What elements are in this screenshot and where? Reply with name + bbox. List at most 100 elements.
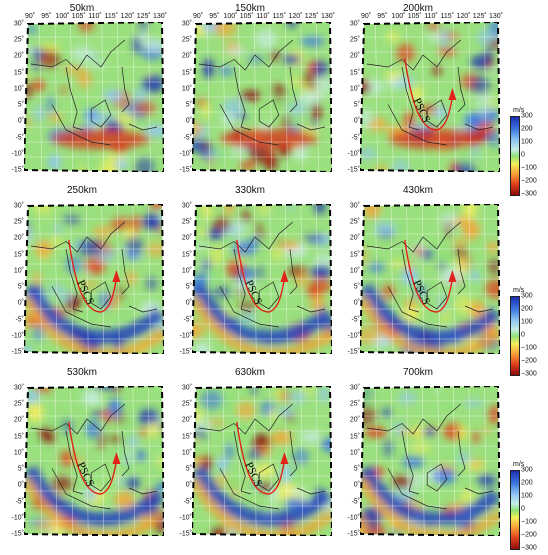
velocity-anomaly-blob [144, 41, 164, 52]
velocity-anomaly-blob [240, 419, 248, 434]
map-frame [192, 204, 332, 354]
velocity-anomaly-blob [71, 456, 85, 465]
velocity-anomaly-blob [59, 87, 69, 94]
velocity-anomaly-blob [264, 94, 288, 106]
velocity-anomaly-blob [487, 22, 500, 37]
velocity-anomaly-blob [276, 492, 285, 501]
latitude-tick-label: 0˚ [185, 481, 192, 489]
tomography-map [24, 22, 164, 172]
velocity-anomaly-blob [146, 277, 157, 291]
velocity-anomaly-blob [133, 100, 156, 115]
latitude-tick-label: 20˚ [349, 234, 360, 242]
latitude-tick-label: 15˚ [181, 251, 192, 259]
velocity-anomaly-blob [115, 22, 126, 31]
map-frame [24, 204, 164, 354]
map-area: PSCS [192, 386, 332, 536]
latitude-tick-label: 10˚ [349, 85, 360, 93]
velocity-anomaly-blob [300, 430, 321, 444]
latitude-tick-label: -15˚ [11, 348, 24, 356]
velocity-anomaly-blob [300, 91, 322, 106]
colorbar-unit: m/s [513, 461, 525, 468]
latitude-tick-label: -15˚ [347, 530, 360, 538]
arrow-head-icon [280, 452, 289, 464]
coastline [198, 403, 326, 510]
map-area [360, 386, 500, 536]
colorbar-unit: m/s [513, 287, 525, 294]
latitude-tick-label: -5˚ [351, 316, 360, 324]
velocity-anomaly-blob [53, 224, 63, 234]
tomography-panel: 250km 30˚ 25˚ 20˚ 15˚ 10˚ 5˚ 0˚ -5˚ -10˚ -15˚ PSCS [0, 185, 164, 356]
velocity-anomaly-blob [98, 430, 105, 450]
latitude-tick-label: 20˚ [181, 234, 192, 242]
latitude-tick-label: 5˚ [353, 283, 360, 291]
velocity-anomaly-blob [436, 47, 457, 56]
velocity-anomaly-blob [110, 217, 132, 231]
velocity-anomaly-blob [112, 386, 121, 395]
velocity-anomaly-blob [310, 265, 332, 278]
velocity-anomaly-blob [472, 431, 480, 444]
longitude-tick-label: 100˚ [391, 13, 406, 20]
latitude-tick-label: 10˚ [349, 449, 360, 457]
velocity-anomaly-blob [265, 215, 276, 228]
velocity-anomaly-blob [401, 266, 419, 286]
colorbar-tick-label: 0 [521, 331, 525, 339]
velocity-anomaly-blob [103, 89, 123, 103]
latitude-tick-label: 20˚ [349, 52, 360, 60]
velocity-anomaly-blob [35, 520, 57, 531]
low-velocity-band [220, 129, 318, 149]
velocity-anomaly-blob [34, 240, 53, 257]
velocity-anomaly-blob [201, 390, 223, 410]
velocity-anomaly-blob [462, 220, 480, 240]
velocity-anomaly-blob [202, 102, 210, 119]
velocity-anomaly-blob [83, 486, 98, 502]
latitude-tick-label: 5˚ [185, 283, 192, 291]
depth-label: 330km [234, 185, 265, 196]
velocity-anomaly-blob [224, 204, 234, 216]
velocity-anomaly-blob [126, 450, 133, 458]
velocity-anomaly-blob [91, 410, 103, 417]
velocity-anomaly-blob [409, 444, 432, 453]
velocity-anomaly-blob [422, 249, 434, 260]
latitude-tick-label: 30˚ [181, 384, 192, 392]
velocity-anomaly-blob [33, 329, 44, 341]
colorbar-ramp [510, 470, 520, 550]
velocity-anomaly-blob [125, 236, 143, 256]
latitude-tick-label: -15˚ [347, 348, 360, 356]
velocity-anomaly-blob [461, 490, 474, 503]
velocity-anomaly-blob [469, 270, 480, 282]
arrow-head-icon [448, 88, 457, 100]
latitude-tick-label: -5˚ [15, 316, 24, 324]
depth-label: 200km [402, 3, 433, 14]
map-frame [360, 386, 500, 536]
velocity-anomaly-blob [314, 204, 326, 215]
velocity-anomaly-blob [420, 493, 432, 502]
latitude-tick-label: 20˚ [181, 52, 192, 60]
velocity-anomaly-blob [368, 128, 389, 141]
latitude-tick-label: 15˚ [349, 69, 360, 77]
velocity-anomaly-blob [410, 85, 424, 102]
map-area: PSCS [360, 22, 500, 172]
latitude-tick-label: -10˚ [11, 332, 24, 340]
tomography-map: PSCS [360, 204, 500, 354]
longitude-tick-label: 115˚ [104, 13, 119, 20]
velocity-anomaly-blob [125, 476, 140, 490]
velocity-anomaly-blob [458, 424, 468, 441]
latitude-tick-label: 30˚ [349, 20, 360, 28]
longitude-tick-label: 95˚ [209, 13, 220, 20]
latitude-tick-label: -5˚ [15, 134, 24, 142]
arrow-head-icon [112, 452, 121, 464]
colorbar-tick-label: −200 [521, 357, 537, 365]
velocity-anomaly-blob [301, 84, 310, 93]
velocity-anomaly-blob [289, 390, 307, 404]
latitude-ticks: 30˚ 25˚ 20˚ 15˚ 10˚ 5˚ 0˚ -5˚ -10˚ -15˚ [0, 21, 24, 174]
longitude-tick-label: 100˚ [55, 13, 70, 20]
longitude-ticks: 90˚ 95˚ 100˚ 105˚ 110˚ 115˚ 120˚ 125˚ 130˚ [168, 13, 335, 23]
low-velocity-band [52, 129, 150, 149]
velocity-anomaly-blob [76, 387, 85, 396]
longitude-tick-label: 90˚ [24, 13, 36, 20]
velocity-anomaly-blob [489, 97, 496, 111]
latitude-tick-label: 5˚ [17, 465, 24, 473]
velocity-anomaly-blob [116, 411, 126, 426]
latitude-tick-label: 0˚ [185, 117, 192, 125]
velocity-anomaly-blob [489, 405, 500, 425]
